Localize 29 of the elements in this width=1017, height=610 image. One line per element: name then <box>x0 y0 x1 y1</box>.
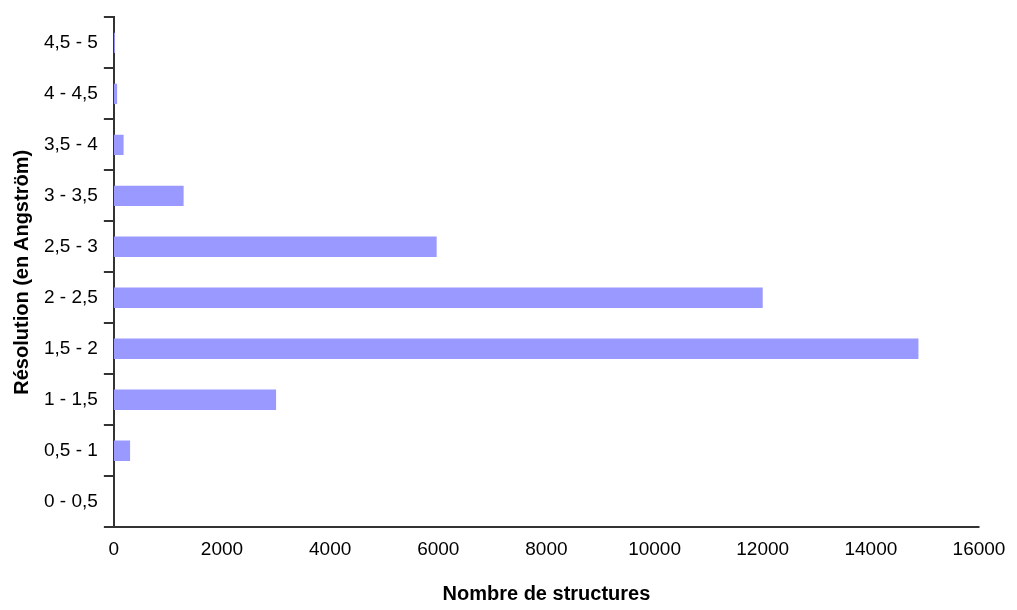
bar <box>113 185 184 207</box>
y-tick-label: 3 - 3,5 <box>43 184 98 206</box>
x-tick-label: 6000 <box>417 537 460 559</box>
bar <box>113 236 437 258</box>
x-tick-label: 16000 <box>952 537 1006 559</box>
y-tick-label: 4 - 4,5 <box>43 82 98 104</box>
y-tick-label: 0,5 - 1 <box>43 438 98 460</box>
y-tick-label: 1,5 - 2 <box>43 337 98 358</box>
x-tick-label: 8000 <box>525 537 568 559</box>
x-tick-label: 4000 <box>309 537 352 559</box>
y-tick-label: 0 - 0,5 <box>43 489 98 511</box>
x-tick-label: 12000 <box>736 537 790 559</box>
x-axis-title: Nombre de structures <box>442 581 651 604</box>
x-tick-label: 0 <box>108 537 120 559</box>
y-tick-label: 2,5 - 3 <box>43 235 98 257</box>
bar <box>113 338 919 359</box>
y-tick-label: 2 - 2,5 <box>43 286 98 308</box>
x-tick-label: 2000 <box>200 537 244 559</box>
bar <box>113 83 118 105</box>
bar <box>113 440 131 461</box>
bar <box>113 287 763 308</box>
y-tick-label: 4,5 - 5 <box>43 31 98 53</box>
x-tick-label: 10000 <box>628 537 681 559</box>
y-tick-label: 3,5 - 4 <box>43 133 99 155</box>
x-tick-label: 14000 <box>844 537 898 559</box>
bar <box>113 389 277 410</box>
y-tick-label: 1 - 1,5 <box>43 387 98 409</box>
bar <box>113 134 124 156</box>
y-axis-title: Résolution (en Angström) <box>9 149 32 395</box>
